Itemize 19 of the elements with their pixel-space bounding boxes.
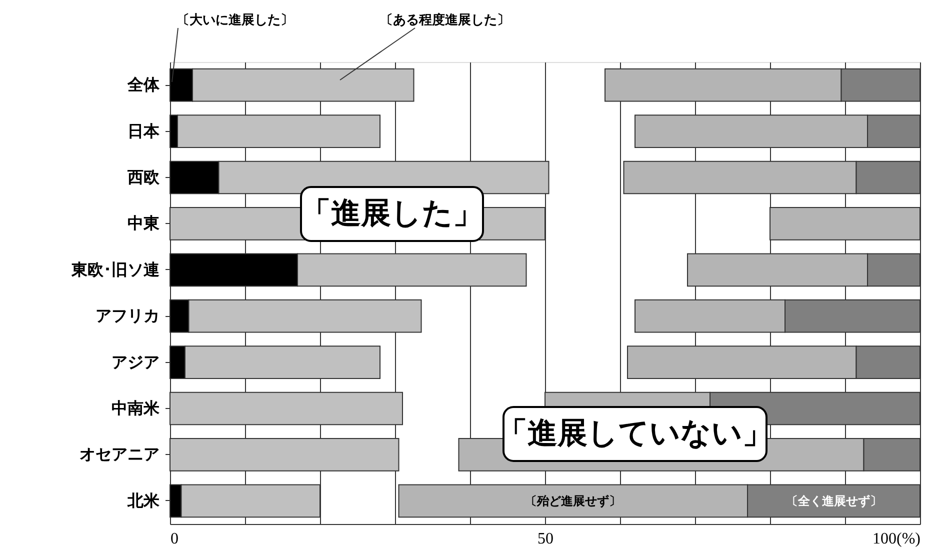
annotation: 「進展していない」: [498, 416, 772, 451]
x-tick-label: 100(%): [872, 530, 920, 548]
text: 〔大いに進展した〕: [176, 13, 294, 28]
y-tick-label: オセアニア: [80, 444, 160, 464]
x-tick-label: 50: [538, 530, 554, 548]
y-tick-label: 中東: [128, 214, 160, 233]
y-tick-label: 東欧･旧ソ連: [70, 260, 160, 279]
text: 〔ある程度進展した〕: [380, 12, 510, 28]
annotation: 「進展した」: [301, 196, 483, 231]
y-tick-label: 全体: [126, 75, 160, 94]
y-tick-label: 中南米: [112, 398, 160, 418]
y-tick-label: 日本: [128, 121, 160, 140]
y-tick-label: アジア: [112, 352, 160, 372]
y-tick-label: 北米: [126, 490, 160, 510]
series-label: 〔全く進展せず〕: [786, 494, 882, 508]
y-tick-label: アフリカ: [96, 306, 160, 326]
series-label: 〔殆ど進展せず〕: [525, 494, 622, 508]
y-tick-label: 西欧: [126, 168, 160, 186]
x-tick-label: 0: [170, 530, 178, 548]
